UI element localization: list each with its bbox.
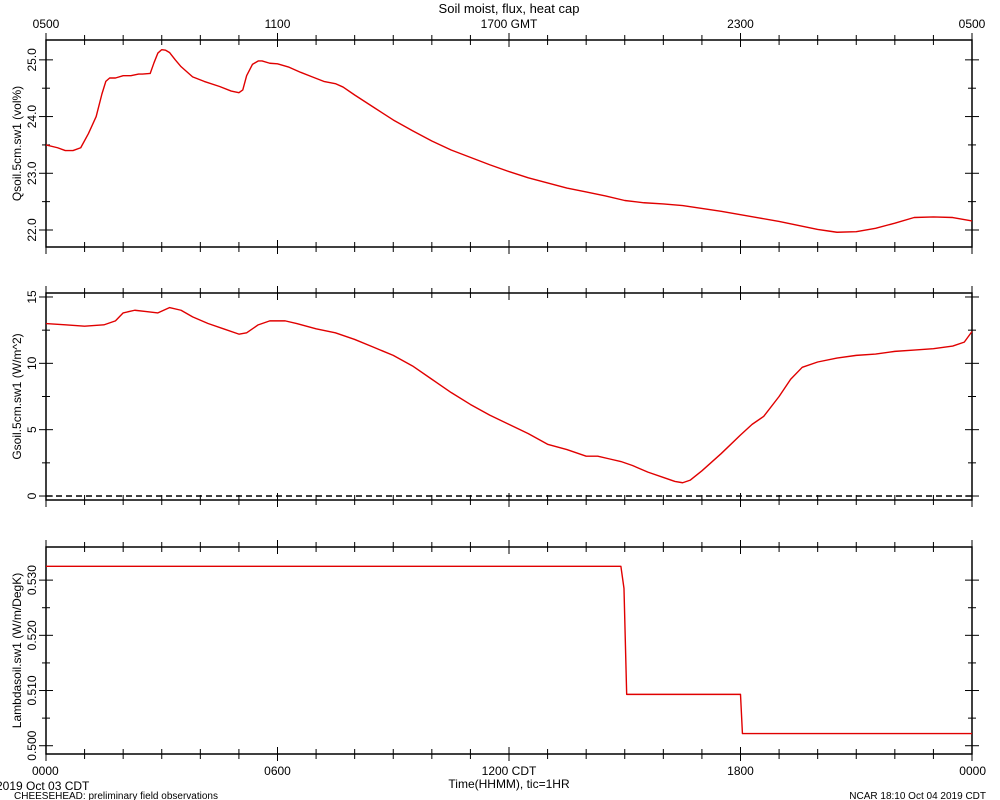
plot-frame xyxy=(45,292,973,501)
plot-frame xyxy=(45,39,973,248)
y-tick-label: 25.0 xyxy=(25,48,39,72)
y-tick-label: 0.520 xyxy=(25,620,39,650)
bottom-x-tick-label: 0600 xyxy=(264,764,291,778)
top-x-tick-label: 2300 xyxy=(727,17,754,31)
y-tick-label: 15 xyxy=(25,290,39,304)
bottom-x-tick-label: 1200 CDT xyxy=(482,764,537,778)
top-x-tick-label: 0500 xyxy=(959,17,986,31)
y-tick-label: 23.0 xyxy=(25,161,39,185)
y-tick-label: 0.530 xyxy=(25,565,39,595)
series-line-1 xyxy=(45,48,973,233)
bottom-x-tick-label: 1800 xyxy=(727,764,754,778)
y-axis-title: Qsoil.5cm.sw1 (vol%) xyxy=(10,86,24,201)
panel-2: 0 5 10 15 Gsoil.5cm.sw1 (W/m^2) xyxy=(10,286,979,507)
y-tick-label: 24.0 xyxy=(25,105,39,129)
footer-project: CHEESEHEAD: preliminary field observatio… xyxy=(14,791,218,800)
series-line-3 xyxy=(46,565,972,735)
x-axis-title: Time(HHMM), tic=1HR xyxy=(448,777,570,791)
plot-frame xyxy=(45,546,973,755)
y-tick-label: 0 xyxy=(25,492,39,499)
y-tick-label: 10 xyxy=(25,356,39,370)
y-axis-title: Lambdasoil.sw1 (W/m/DegK) xyxy=(10,573,24,728)
bottom-x-tick-label: 0000 xyxy=(959,764,986,778)
series-line-2 xyxy=(45,306,973,484)
y-tick-label: 22.0 xyxy=(25,218,39,242)
footer-stamp: NCAR 18:10 Oct 04 2019 CDT xyxy=(849,791,986,800)
top-x-tick-label: 0500 xyxy=(33,17,60,31)
figure-title: Soil moist, flux, heat cap xyxy=(439,1,580,16)
top-x-tick-label: 1100 xyxy=(265,17,291,31)
bottom-x-tick-label: 0000 xyxy=(32,764,59,778)
y-tick-label: 5 xyxy=(25,426,39,433)
footer-date: 2019 Oct 03 CDT xyxy=(0,779,90,793)
top-x-tick-label: 1700 GMT xyxy=(481,17,538,31)
y-axis-title: Gsoil.5cm.sw1 (W/m^2) xyxy=(10,333,24,459)
y-tick-label: 0.510 xyxy=(25,675,39,705)
y-tick-label: 0.500 xyxy=(25,730,39,760)
